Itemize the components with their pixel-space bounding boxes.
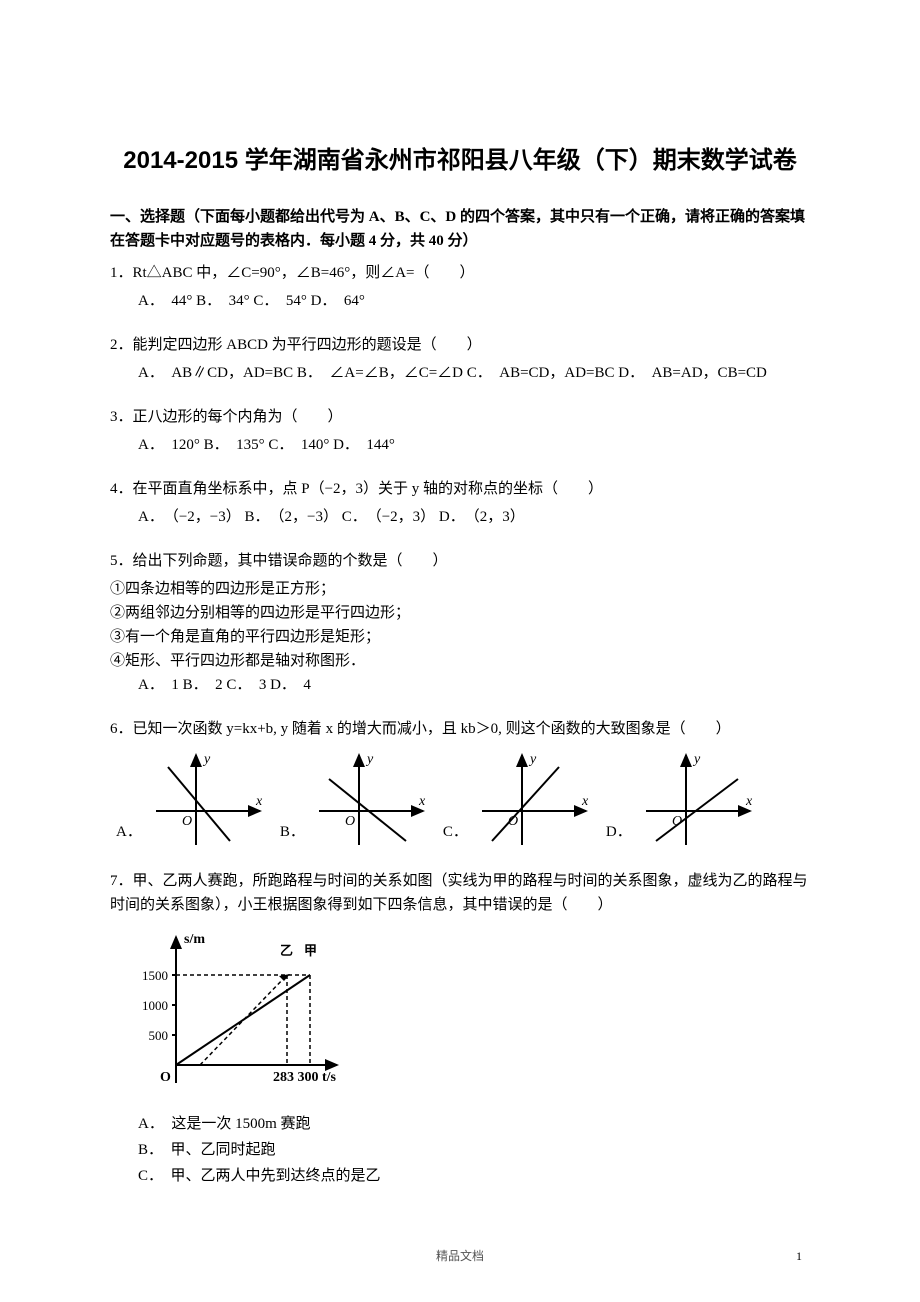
- q6-label-a: A．: [110, 820, 148, 849]
- q6-label-b: B．: [274, 820, 311, 849]
- q5-options: A． 1 B． 2 C． 3 D． 4: [110, 673, 810, 697]
- q6-graph-row: A． y x O B． y x O C． y x O D． y x O: [110, 749, 810, 849]
- question-5: 5．给出下列命题，其中错误命题的个数是（ ） ①四条边相等的四边形是正方形； ②…: [110, 549, 810, 697]
- page-title: 2014-2015 学年湖南省永州市祁阳县八年级（下）期末数学试卷: [110, 140, 810, 175]
- q2-options: A． AB∥CD，AD=BC B． ∠A=∠B，∠C=∠D C． AB=CD，A…: [110, 361, 810, 385]
- q5-sub4: ④矩形、平行四边形都是轴对称图形．: [110, 649, 810, 673]
- q7-opt-b: B． 甲、乙同时起跑: [138, 1138, 810, 1162]
- svg-text:y: y: [528, 752, 537, 767]
- svg-text:s/m: s/m: [184, 932, 205, 947]
- q7-opt-a: A． 这是一次 1500m 赛跑: [138, 1112, 810, 1136]
- q3-text: 3．正八边形的每个内角为（ ）: [110, 405, 810, 429]
- q7-chart-wrap: s/m O 500 1000 1500 乙甲 283 300 t/s: [132, 925, 810, 1100]
- question-7: 7．甲、乙两人赛跑，所跑路程与时间的关系如图（实线为甲的路程与时间的关系图象，虚…: [110, 869, 810, 1188]
- svg-text:O: O: [345, 814, 355, 829]
- question-2: 2．能判定四边形 ABCD 为平行四边形的题设是（ ） A． AB∥CD，AD=…: [110, 333, 810, 385]
- q6-graph-d: yxO: [638, 749, 758, 849]
- q3-options: A． 120° B． 135° C． 140° D． 144°: [110, 433, 810, 457]
- svg-text:x: x: [745, 794, 753, 809]
- question-1: 1．Rt△ABC 中，∠C=90°，∠B=46°，则∠A=（ ） A． 44° …: [110, 261, 810, 313]
- q1-options: A． 44° B． 34° C． 54° D． 64°: [110, 289, 810, 313]
- q5-sub3: ③有一个角是直角的平行四边形是矩形；: [110, 625, 810, 649]
- svg-text:1000: 1000: [142, 998, 168, 1013]
- svg-text:y: y: [365, 752, 374, 767]
- svg-text:x: x: [418, 794, 426, 809]
- q6-graph-b: y x O: [311, 749, 431, 849]
- q6-text: 6．已知一次函数 y=kx+b, y 随着 x 的增大而减小，且 kb＞0, 则…: [110, 717, 810, 741]
- page-number: 1: [796, 1249, 802, 1264]
- svg-text:O: O: [160, 1070, 171, 1085]
- q6-label-c: C．: [437, 820, 474, 849]
- svg-text:x: x: [255, 794, 263, 809]
- q1-text: 1．Rt△ABC 中，∠C=90°，∠B=46°，则∠A=（ ）: [110, 261, 810, 285]
- section-1-header: 一、选择题（下面每小题都给出代号为 A、B、C、D 的四个答案，其中只有一个正确…: [110, 205, 810, 253]
- svg-text:y: y: [202, 752, 211, 767]
- q5-text: 5．给出下列命题，其中错误命题的个数是（ ）: [110, 549, 810, 573]
- q5-sub2: ②两组邻边分别相等的四边形是平行四边形；: [110, 601, 810, 625]
- svg-text:y: y: [692, 752, 701, 767]
- svg-text:甲: 甲: [304, 943, 317, 958]
- q7-text: 7．甲、乙两人赛跑，所跑路程与时间的关系如图（实线为甲的路程与时间的关系图象，虚…: [110, 869, 810, 917]
- q7-options: A． 这是一次 1500m 赛跑 B． 甲、乙同时起跑 C． 甲、乙两人中先到达…: [110, 1112, 810, 1188]
- question-4: 4．在平面直角坐标系中，点 P（−2，3）关于 y 轴的对称点的坐标（ ） A．…: [110, 477, 810, 529]
- q2-text: 2．能判定四边形 ABCD 为平行四边形的题设是（ ）: [110, 333, 810, 357]
- question-3: 3．正八边形的每个内角为（ ） A． 120° B． 135° C． 140° …: [110, 405, 810, 457]
- svg-text:500: 500: [149, 1028, 169, 1043]
- q4-text: 4．在平面直角坐标系中，点 P（−2，3）关于 y 轴的对称点的坐标（ ）: [110, 477, 810, 501]
- q4-options: A． （−2，−3） B． （2，−3） C． （−2，3） D． （2，3）: [110, 505, 810, 529]
- svg-text:283 300 t/s: 283 300 t/s: [273, 1070, 337, 1085]
- svg-text:乙: 乙: [280, 943, 293, 958]
- footer-text: 精品文档: [0, 1247, 920, 1264]
- q6-graph-c: yxO: [474, 749, 594, 849]
- svg-text:O: O: [182, 814, 192, 829]
- q5-sub1: ①四条边相等的四边形是正方形；: [110, 577, 810, 601]
- q6-graph-a: y x O: [148, 749, 268, 849]
- question-6: 6．已知一次函数 y=kx+b, y 随着 x 的增大而减小，且 kb＞0, 则…: [110, 717, 810, 849]
- svg-text:x: x: [581, 794, 589, 809]
- q7-opt-c: C． 甲、乙两人中先到达终点的是乙: [138, 1164, 810, 1188]
- svg-text:1500: 1500: [142, 968, 168, 983]
- q7-chart: s/m O 500 1000 1500 乙甲 283 300 t/s: [132, 925, 352, 1095]
- q6-label-d: D．: [600, 820, 638, 849]
